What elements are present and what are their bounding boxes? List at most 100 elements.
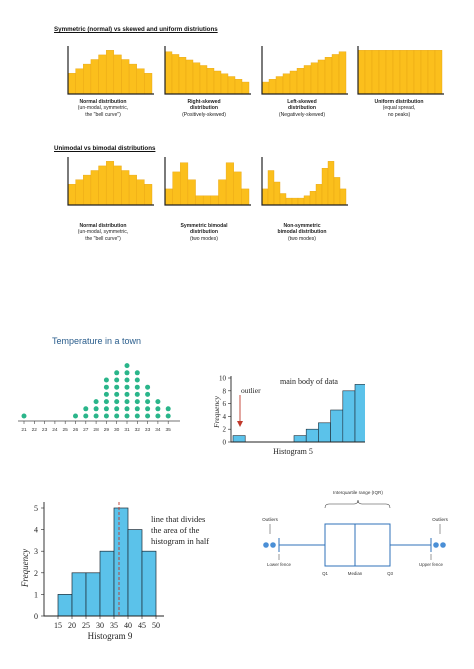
dotplot-dot xyxy=(155,399,161,405)
hist5-bar xyxy=(305,428,319,443)
dotplot-dot xyxy=(134,384,140,390)
dotplot-tick-label: 28 xyxy=(93,427,99,433)
dist-panel-1-bar xyxy=(75,68,84,95)
dist-panel-4-bar xyxy=(385,50,394,95)
hist5-caption: Histogram 5 xyxy=(273,447,313,456)
dotplot-tick-label: 22 xyxy=(32,427,38,433)
dist-panel-1-axis xyxy=(67,46,154,95)
hist9-ytick-label: 0 xyxy=(34,612,38,621)
dist-panel-2-bar xyxy=(178,57,187,95)
bimodal-panel-3-bar xyxy=(291,197,299,206)
dist-panel-3-bar xyxy=(310,62,319,95)
hist5-bar xyxy=(293,435,307,443)
dotplot-dot xyxy=(93,406,99,412)
dotplot-dot xyxy=(21,413,27,419)
bimodal-panel-3-bar xyxy=(339,188,347,206)
hist9-ytick-label: 2 xyxy=(34,569,38,578)
dist-panel-2-bar xyxy=(171,54,180,95)
dotplot-tick-label: 35 xyxy=(166,427,172,433)
bimodal-panel-3-bar xyxy=(279,193,287,206)
dotplot-tick-label: 33 xyxy=(145,427,151,433)
dist-panel-1-bar xyxy=(67,73,76,95)
dist-panel-1-bar xyxy=(144,73,153,95)
dotplot-dot xyxy=(165,406,171,412)
dist-panel-1-bar xyxy=(90,59,99,95)
boxplot-diagram: Interquartile range (IQR) Outliers Outlier… xyxy=(262,490,449,576)
hist9-xtick-label: 30 xyxy=(96,621,104,630)
dotplot-dot xyxy=(83,406,89,412)
dist-panel-4-bar xyxy=(392,50,401,95)
dotplot-dot xyxy=(114,413,120,419)
bimodal-panel-3-bar xyxy=(333,177,341,206)
dist-panel-1-bar xyxy=(136,68,145,95)
caption-right-skewed: Right-skewed distribution (Positively-skew… xyxy=(182,99,226,118)
hist9-xtick-label: 45 xyxy=(138,621,146,630)
bimodal-panel-1-bar xyxy=(136,179,145,206)
dotplot-title: Temperature in a town xyxy=(52,336,142,346)
q3-label: Q3 xyxy=(387,571,393,576)
dotplot-dot xyxy=(145,384,151,390)
section1-title: Symmetric (normal) vs skewed and uniform… xyxy=(54,26,218,33)
bimodal-panel-3-bar xyxy=(267,170,275,206)
bimodal-panel-3-bar xyxy=(327,161,335,206)
section2-charts xyxy=(67,157,348,206)
dist-panel-4-bar xyxy=(427,50,436,95)
dotplot-tick-label: 31 xyxy=(124,427,130,433)
dotplot-tick-label: 25 xyxy=(63,427,69,433)
bimodal-panel-3-bar xyxy=(309,191,317,206)
bimodal-panel-1-bar xyxy=(67,184,76,206)
bimodal-panel-1-bar xyxy=(90,170,99,206)
iqr-brace xyxy=(324,499,391,509)
dotplot-dot xyxy=(165,413,171,419)
dist-panel-1-bar xyxy=(83,63,92,95)
dist-panel-2-axis xyxy=(164,46,251,95)
outlier-dot xyxy=(270,542,276,548)
dist-panel-3-bar xyxy=(275,76,284,95)
bimodal-panel-3-bar xyxy=(261,188,269,206)
dotplot-dot xyxy=(114,377,120,383)
caption-nonsymmetric-bimodal: Non-symmetric bimodal distribution (two mo… xyxy=(277,223,327,242)
bimodal-panel-3-bar xyxy=(285,197,293,206)
dotplot-dot xyxy=(134,406,140,412)
dotplot-dot xyxy=(155,406,161,412)
dotplot-tick-label: 30 xyxy=(114,427,120,433)
dotplot-dot xyxy=(114,370,120,376)
outlier-dot xyxy=(263,542,269,548)
dist-panel-4-bar xyxy=(406,50,415,95)
dotplot-dot xyxy=(114,391,120,397)
dist-panel-3-bar xyxy=(324,57,333,95)
dist-panel-4-bar xyxy=(413,50,422,95)
histogram-5: 10 8 6 4 2 0 Frequency Histogram 5 outlier main b… xyxy=(212,375,365,456)
hist9-caption: Histogram 9 xyxy=(88,631,133,641)
hist9-ytick-label: 5 xyxy=(34,504,38,513)
dotplot: 21 22 23 24 25 26 27 28 29 30 31 32 33 34 35 xyxy=(18,363,180,433)
bimodal-panel-3-bar xyxy=(297,197,305,206)
dotplot-dot xyxy=(145,399,151,405)
hist9-bar xyxy=(141,550,157,617)
hist9-xtick-label: 15 xyxy=(54,621,62,630)
hist9-annotation-line: histogram in half xyxy=(151,536,209,546)
dist-panel-2-bar xyxy=(227,76,236,95)
dotplot-tick-label: 21 xyxy=(21,427,27,433)
dist-panel-2-bar xyxy=(199,65,208,95)
dist-panel-3-bar xyxy=(282,73,291,95)
dist-panel-3-bar xyxy=(331,54,340,95)
dist-panel-3-bar xyxy=(296,68,305,95)
dotplot-dot xyxy=(114,384,120,390)
hist9-ylabel: Frequency xyxy=(20,549,30,588)
dotplot-dot xyxy=(134,399,140,405)
dotplot-dot xyxy=(124,399,130,405)
outlier-dot xyxy=(440,542,446,548)
hist9-ytick-label: 4 xyxy=(34,526,38,535)
dist-panel-1-bar xyxy=(113,54,122,95)
bimodal-panel-2-bar xyxy=(225,162,234,206)
bimodal-panel-1-bar xyxy=(144,184,153,206)
bimodal-panel-2-bar xyxy=(180,162,189,206)
outlier-arrow-head xyxy=(237,421,243,427)
bimodal-panel-3-bar xyxy=(273,181,281,206)
dist-panel-2-bar xyxy=(192,62,201,95)
hist9-annotation-line: line that divides xyxy=(151,514,205,524)
hist5-bar xyxy=(232,435,246,443)
hist9-annotation-line: the area of the xyxy=(151,525,200,535)
